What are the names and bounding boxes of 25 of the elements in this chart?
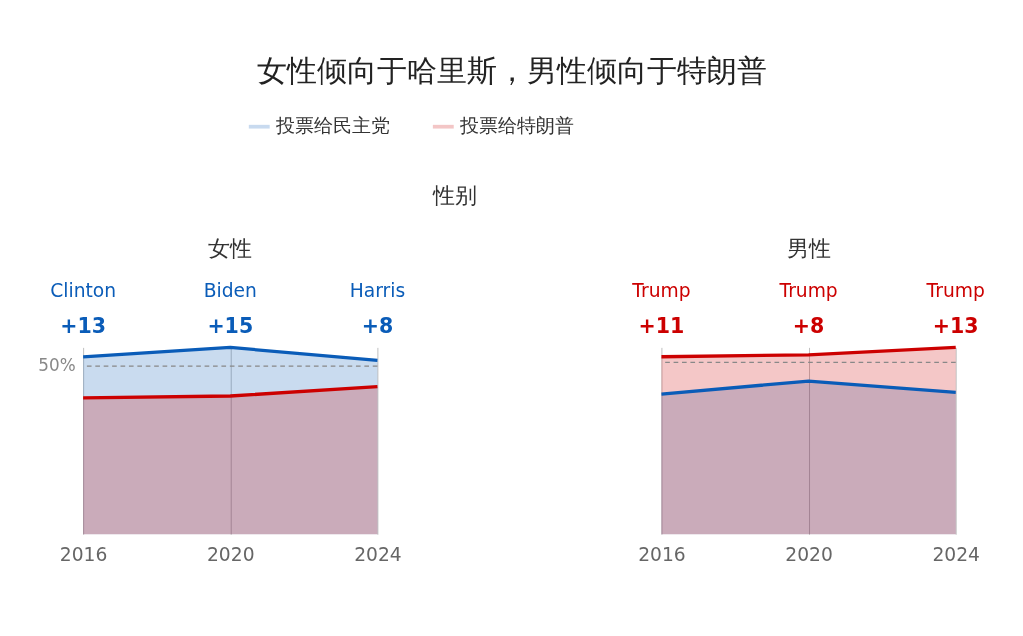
chart-title: 男性 — [786, 234, 831, 261]
text: Clinton — [50, 279, 117, 301]
text: +15 — [207, 314, 254, 339]
chart-title: 女性 — [208, 234, 253, 261]
text: 女性倾向于哈里斯，男性倾向于特朗普 — [256, 53, 767, 89]
text: +8 — [361, 314, 394, 339]
x-tick-label: 2024 — [932, 543, 980, 565]
text: Trump — [925, 279, 985, 301]
text: +8 — [792, 314, 825, 339]
x-tick-label: 2016 — [59, 543, 108, 565]
x-tick-label: 2020 — [206, 543, 255, 565]
x-tick-label: 2024 — [354, 543, 402, 565]
text: Biden — [203, 279, 257, 301]
legend-label: 投票给特朗普 — [458, 115, 574, 137]
legend-label: 投票给民主党 — [274, 115, 390, 137]
text: +11 — [638, 314, 685, 339]
text: Harris — [349, 279, 406, 301]
x-tick-label: 2020 — [785, 543, 833, 565]
text: Trump — [631, 279, 691, 301]
text: 50% — [38, 354, 76, 375]
text: Trump — [778, 279, 838, 301]
text: +13 — [60, 314, 107, 339]
text: +13 — [932, 314, 979, 339]
x-tick-label: 2016 — [638, 543, 686, 565]
text: 性别 — [431, 181, 477, 208]
